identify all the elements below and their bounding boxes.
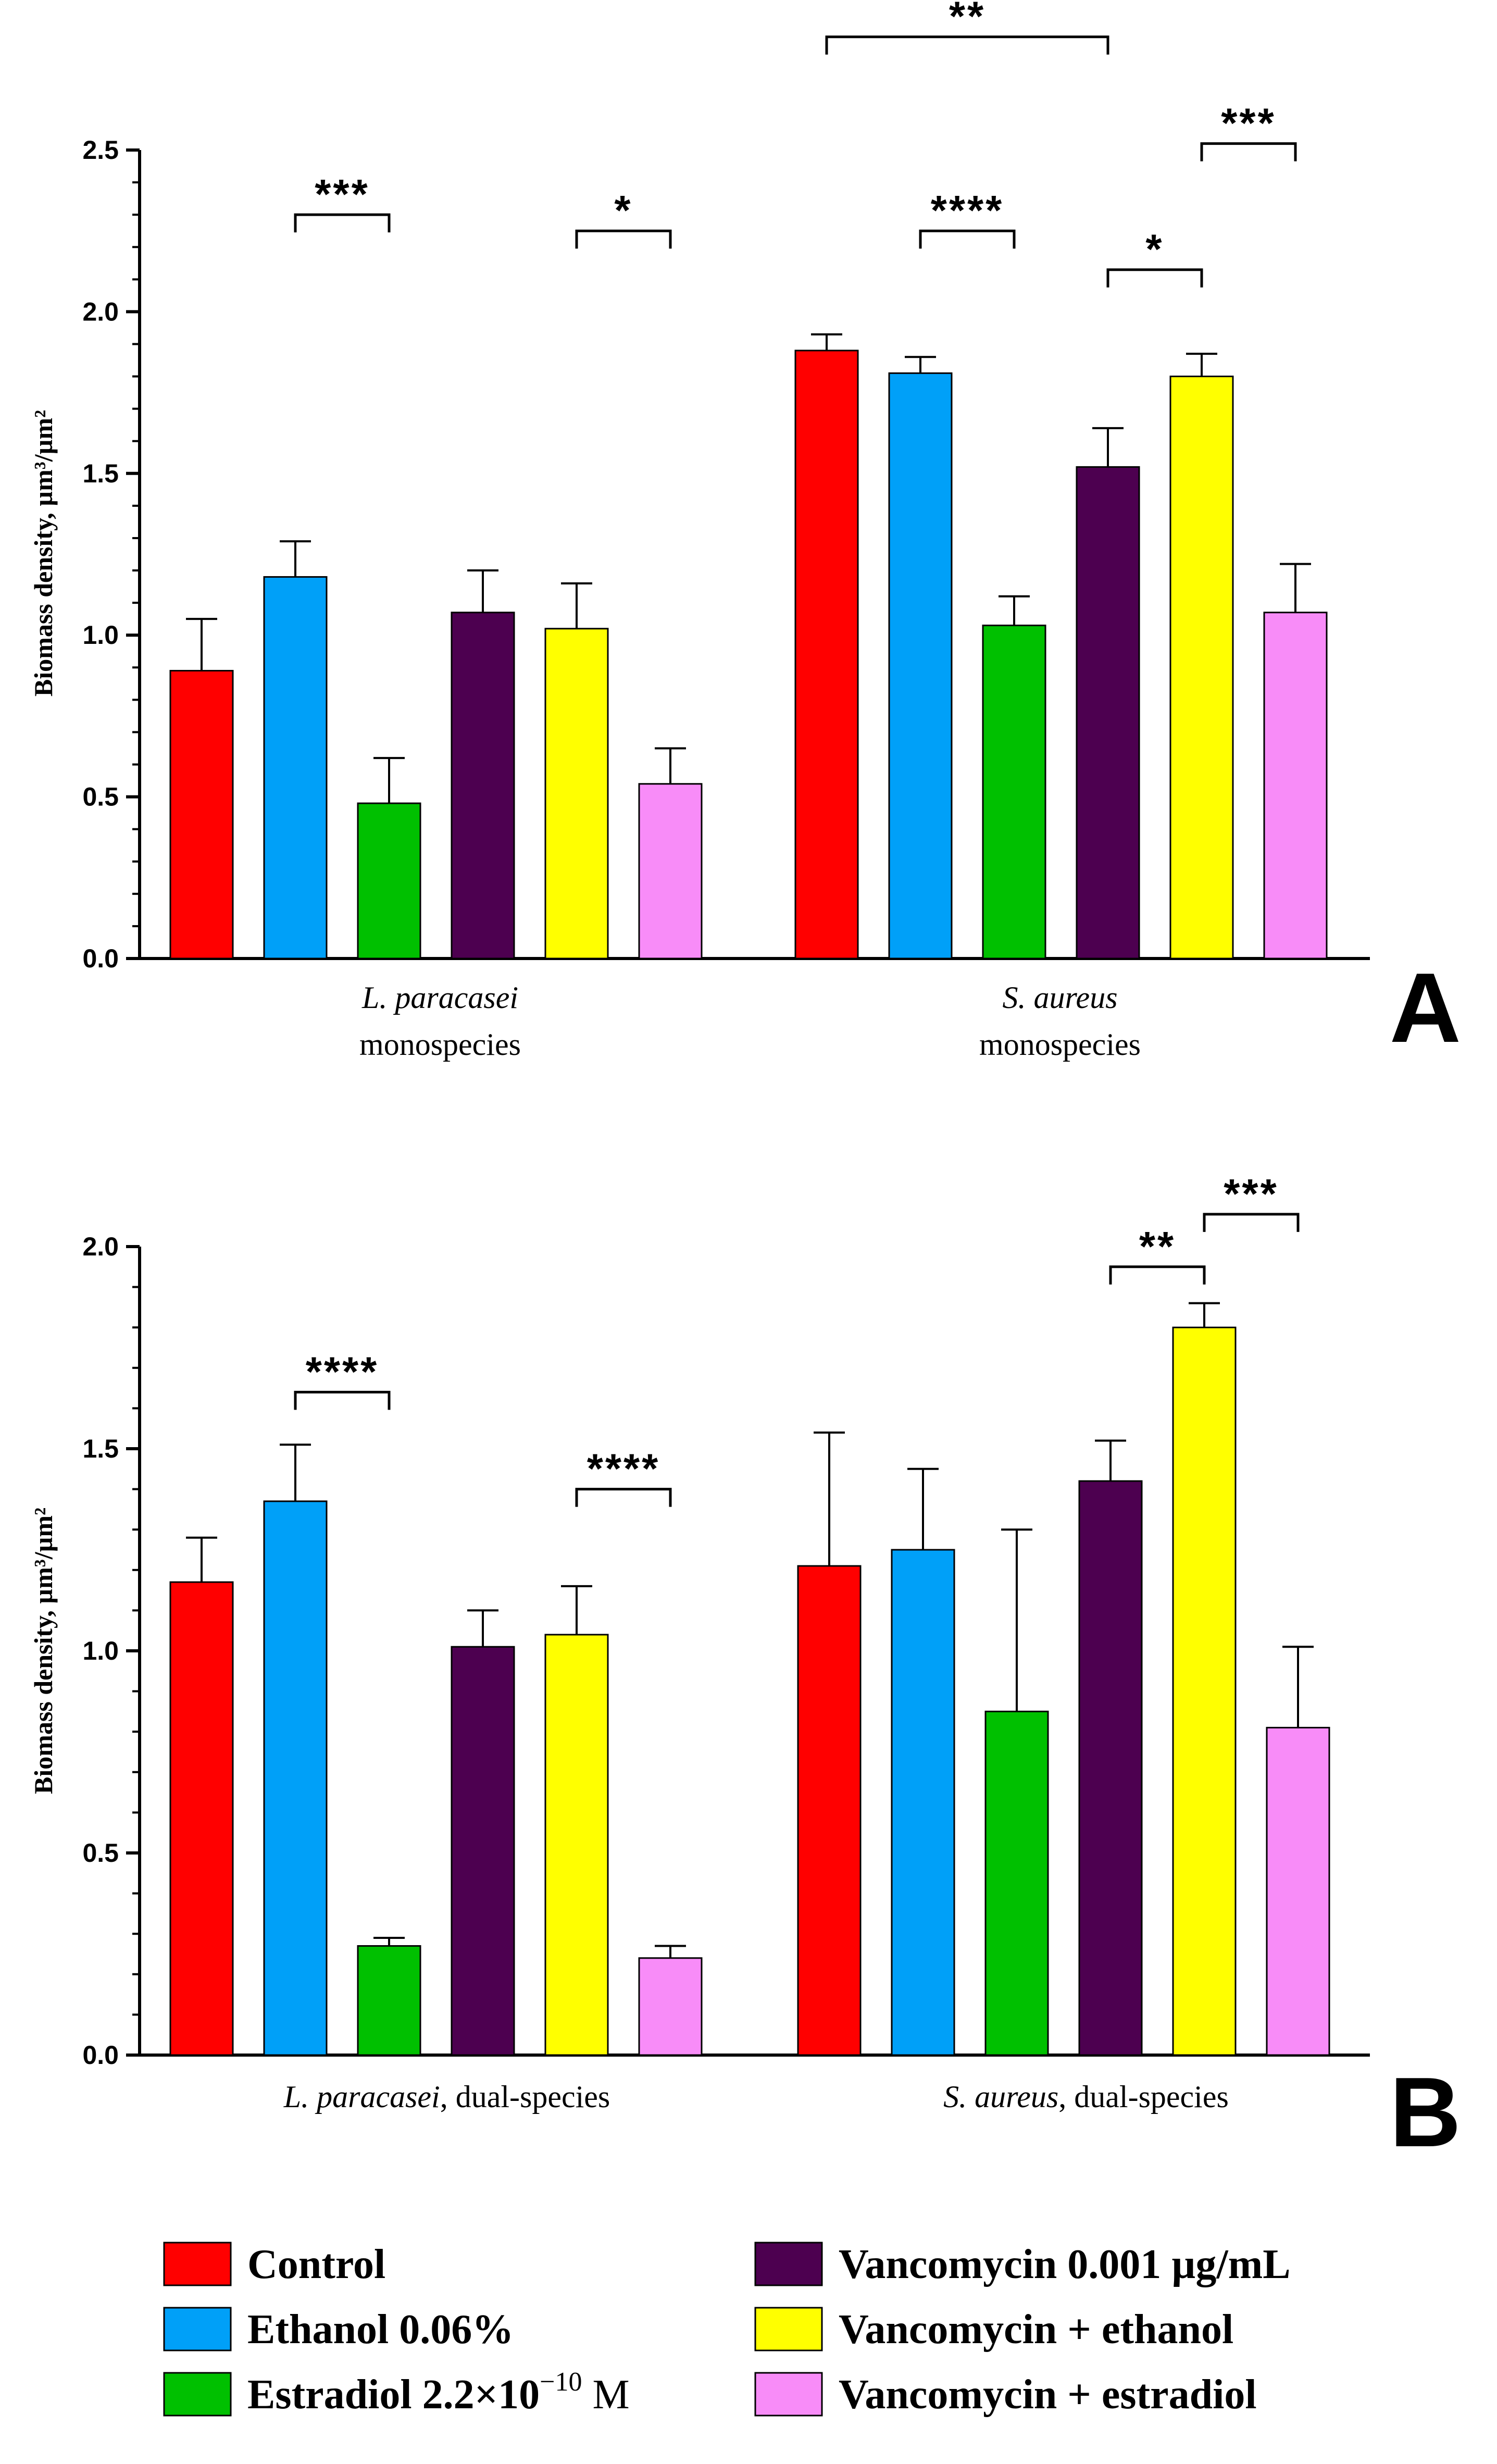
bar-2-4 — [1078, 1480, 1143, 2056]
y-tick-label: 1.5 — [82, 459, 119, 488]
y-tick-label: 2.5 — [82, 135, 119, 165]
significance-bracket — [1109, 1265, 1206, 1285]
y-tick-label: 0.5 — [82, 1838, 119, 1868]
significance-bracket — [919, 229, 1016, 249]
bar-2-3 — [984, 1710, 1049, 2056]
group-label: S. aureus — [1002, 980, 1117, 1015]
legend-swatch — [754, 2372, 823, 2417]
bar-1-1 — [169, 669, 234, 960]
significance-bracket — [1200, 142, 1297, 161]
significance-label: ** — [1139, 1223, 1176, 1270]
legend-label: Vancomycin + ethanol — [839, 2307, 1233, 2353]
bar-2-4 — [1076, 466, 1140, 960]
bar-2-3 — [982, 625, 1046, 960]
legend-swatch — [754, 2242, 823, 2286]
significance-label: *** — [1221, 100, 1276, 146]
significance-label: *** — [1224, 1171, 1278, 1217]
panel-letter: B — [1390, 2057, 1461, 2168]
bar-1-4 — [451, 612, 515, 960]
significance-bracket — [1203, 1213, 1300, 1232]
significance-bracket — [575, 1488, 672, 1507]
bar-2-2 — [891, 1549, 955, 2056]
y-tick-label: 2.0 — [82, 1232, 119, 1261]
y-tick-label: 1.0 — [82, 1636, 119, 1665]
panel-a-chart: 0.0 0.5 1.0 1.5 2.0 2.5 Biomass density, µm³/µ… — [29, 0, 1461, 1063]
significance-label: ** — [949, 0, 985, 40]
y-axis-label: Biomass density, µm³/µm² — [29, 1508, 58, 1794]
y-tick-label: 2.0 — [82, 297, 119, 326]
significance-bracket — [575, 229, 672, 249]
group-label: S. aureus, dual-species — [943, 2080, 1229, 2114]
legend-label: Control — [247, 2242, 385, 2287]
legend-label: Estradiol 2.2×10−10 M — [247, 2367, 630, 2418]
legend-swatch — [163, 2372, 232, 2417]
legend-label: Ethanol 0.06% — [247, 2307, 514, 2353]
significance-label: **** — [931, 187, 1004, 233]
significance-label: * — [1145, 226, 1164, 272]
significance-label: **** — [587, 1446, 660, 1492]
legend-swatch — [163, 2242, 232, 2286]
bar-1-5 — [544, 628, 609, 960]
bar-2-5 — [1169, 376, 1234, 960]
significance-bracket — [825, 35, 1109, 55]
legend-label: Vancomycin 0.001 µg/mL — [839, 2242, 1291, 2287]
y-tick-label: 0.0 — [82, 2040, 119, 2070]
significance-bracket — [294, 1390, 391, 1410]
bar-2-1 — [797, 1565, 862, 2056]
bar-1-6 — [638, 783, 703, 960]
legend-swatch — [163, 2307, 232, 2351]
significance-bracket — [294, 213, 391, 233]
group-label: L. paracasei, dual-species — [283, 2080, 610, 2114]
y-tick-label: 0.0 — [82, 944, 119, 973]
y-axis-label: Biomass density, µm³/µm² — [29, 410, 58, 696]
group-label-line2: monospecies — [979, 1027, 1141, 1062]
bar-2-6 — [1266, 1726, 1330, 2056]
legend-label: Vancomycin + estradiol — [839, 2372, 1257, 2418]
panel-b-chart: 0.0 0.5 1.0 1.5 2.0 Biomass density, µm³/µm² L… — [29, 1171, 1461, 2168]
legend-swatch — [754, 2307, 823, 2351]
bar-2-5 — [1172, 1326, 1237, 2056]
y-tick-label: 1.0 — [82, 620, 119, 650]
y-tick-label: 0.5 — [82, 782, 119, 812]
bar-1-2 — [263, 576, 328, 960]
y-tick-label: 1.5 — [82, 1434, 119, 1463]
bar-1-3 — [357, 1945, 421, 2056]
bar-1-4 — [451, 1646, 515, 2056]
significance-label: *** — [315, 171, 369, 217]
bar-1-6 — [638, 1957, 703, 2056]
legend: Control Ethanol 0.06% Estradiol 2.2×10−10 … — [163, 2242, 1291, 2418]
bar-1-3 — [357, 802, 421, 960]
bar-1-1 — [169, 1581, 234, 2056]
group-label: L. paracasei — [361, 980, 518, 1015]
significance-bracket — [1106, 268, 1203, 288]
panel-letter: A — [1390, 953, 1461, 1063]
significance-label: * — [614, 187, 632, 233]
bar-1-5 — [544, 1634, 609, 2056]
bar-2-1 — [794, 350, 859, 960]
bar-1-2 — [263, 1500, 328, 2056]
bar-2-2 — [888, 372, 953, 960]
group-label-line2: monospecies — [359, 1027, 521, 1062]
significance-label: **** — [306, 1348, 379, 1395]
bar-2-6 — [1263, 612, 1328, 960]
